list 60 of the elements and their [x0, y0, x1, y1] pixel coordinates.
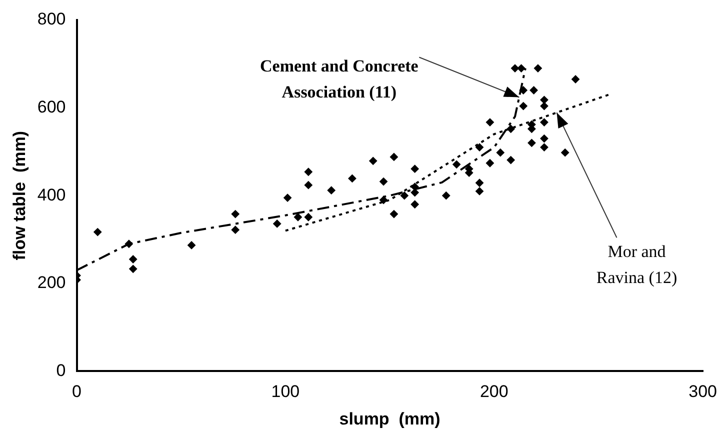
point	[129, 264, 138, 273]
point	[94, 228, 102, 236]
y-tick-label: 0	[56, 360, 66, 380]
point	[273, 220, 282, 228]
y-axis-title: flow table (mm)	[10, 130, 29, 260]
point	[410, 164, 419, 173]
point	[486, 159, 494, 168]
point	[517, 64, 526, 72]
point	[476, 187, 484, 196]
point	[519, 102, 528, 110]
point	[506, 124, 515, 133]
annotation: Cement and Concrete Association (11)	[260, 56, 419, 102]
point	[304, 213, 312, 222]
point	[534, 64, 542, 72]
x-tick-label: 200	[480, 382, 508, 402]
point	[327, 186, 336, 194]
point	[400, 192, 408, 200]
point	[304, 181, 312, 190]
point	[452, 160, 461, 168]
point	[572, 75, 580, 84]
point	[390, 210, 398, 218]
point	[410, 200, 419, 208]
point	[231, 226, 240, 234]
point	[540, 118, 548, 126]
point	[561, 148, 570, 157]
point	[476, 143, 484, 152]
point	[506, 156, 515, 164]
point	[231, 210, 240, 218]
x-tick-label: 300	[688, 382, 718, 402]
point	[124, 240, 133, 248]
y-tick-label: 400	[37, 185, 66, 204]
point	[129, 255, 138, 264]
point	[540, 102, 548, 110]
point	[519, 86, 528, 94]
x-tick-label: 100	[271, 382, 300, 402]
point	[486, 118, 494, 126]
x-tick-label: 0	[72, 382, 82, 402]
point	[348, 174, 356, 182]
point	[369, 156, 378, 165]
point	[304, 168, 312, 176]
point	[410, 188, 419, 197]
point	[380, 178, 388, 186]
y-tick-label: 800	[37, 10, 66, 29]
point	[540, 96, 548, 104]
point	[380, 196, 388, 204]
point	[540, 143, 548, 152]
point	[496, 148, 504, 157]
point	[476, 178, 484, 187]
x-axis-title: slump (mm)	[339, 409, 440, 428]
annotation: Mor and Ravina (12)	[596, 242, 678, 288]
point	[294, 213, 302, 222]
point	[390, 152, 398, 161]
point	[528, 138, 536, 147]
point	[530, 86, 538, 94]
y-tick-label: 600	[37, 97, 66, 116]
point	[284, 194, 292, 202]
point	[442, 192, 450, 200]
y-tick-label: 200	[37, 273, 66, 292]
point	[188, 241, 196, 250]
point	[540, 134, 548, 143]
